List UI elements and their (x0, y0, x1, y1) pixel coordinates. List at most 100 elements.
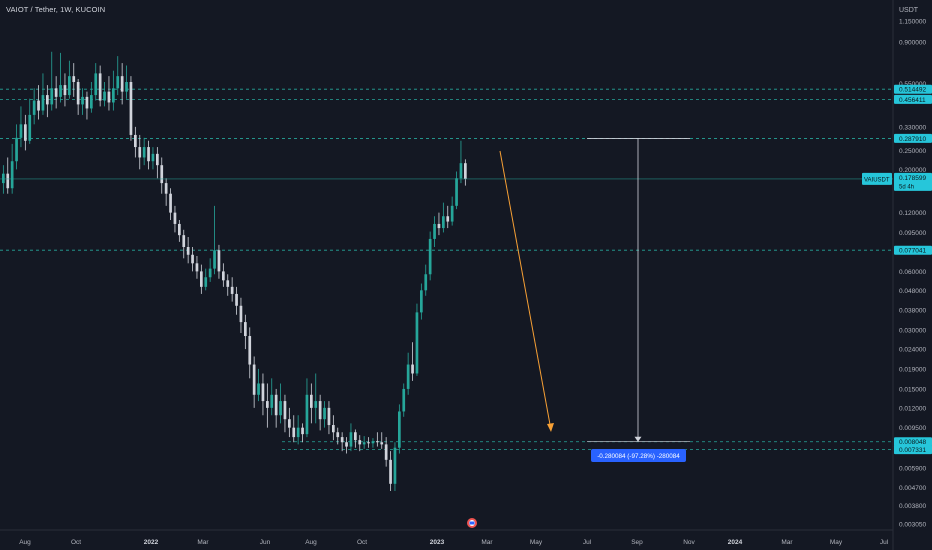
chart-title: VAIOT / Tether, 1W, KUCOIN (6, 5, 106, 14)
candle (15, 124, 18, 170)
candle-body (428, 238, 432, 275)
price-tick-label: 0.030000 (899, 328, 926, 335)
candle (292, 415, 296, 443)
candle (103, 82, 106, 107)
candle-body (213, 250, 216, 269)
candle (310, 383, 313, 424)
candle-body (235, 293, 238, 306)
candle-body (349, 432, 353, 447)
price-tick-label: 0.015000 (899, 386, 926, 393)
level-price-tag (894, 133, 932, 143)
candle-body (125, 82, 128, 92)
price-tick-label: 0.200000 (899, 167, 926, 174)
candle (107, 76, 111, 111)
candle (72, 63, 76, 97)
candle (411, 342, 414, 381)
candle (68, 60, 71, 99)
candle (169, 188, 172, 221)
candle (455, 171, 458, 210)
candle-body (173, 212, 177, 224)
candle-body (318, 401, 322, 420)
candle (129, 76, 133, 141)
candle-body (200, 271, 203, 287)
candle (398, 404, 401, 454)
time-tick-label: Jul (583, 539, 592, 546)
candle (437, 212, 441, 236)
candle (217, 244, 221, 279)
candle-body (345, 442, 348, 447)
candle-body (455, 178, 458, 206)
candle-body (90, 95, 93, 109)
candle-body (37, 100, 40, 111)
candle-body (464, 163, 467, 179)
candle (156, 147, 159, 179)
candle-body (28, 114, 32, 141)
candle (239, 297, 243, 334)
candle-body (217, 250, 221, 272)
candle-body (367, 442, 370, 444)
candle-body (129, 82, 133, 135)
candle-body (81, 96, 84, 105)
candle-body (252, 364, 256, 395)
candle-body (226, 280, 230, 287)
candle-body (41, 95, 45, 111)
candle (252, 356, 256, 408)
candle-body (371, 441, 375, 444)
candle (389, 451, 392, 492)
candle-body (85, 96, 89, 109)
price-tick-label: 0.038000 (899, 308, 926, 315)
candle (50, 51, 54, 111)
candle-body (116, 76, 120, 89)
candle (138, 134, 142, 170)
candle-body (411, 364, 414, 374)
candle (314, 373, 318, 424)
price-tick-label: 0.060000 (899, 269, 926, 276)
candle-body (2, 173, 5, 184)
time-axis-ticks: Aug Oct 2022 Mar Jun Aug Oct 2023 Mar May Jul Sep No… (19, 539, 888, 546)
candle (59, 52, 62, 103)
candle-body (398, 411, 401, 448)
candle (76, 79, 80, 115)
candle-body (10, 161, 14, 189)
candle (112, 70, 115, 111)
price-tick-label: 0.003050 (899, 522, 926, 529)
candle-body (354, 432, 357, 441)
candle-body (384, 444, 388, 460)
candle-body (336, 432, 340, 438)
candle-body (151, 153, 155, 162)
candle-body (72, 76, 76, 83)
candle (125, 65, 128, 99)
measure-arrow-head (634, 436, 642, 442)
candle (54, 76, 58, 109)
candle (261, 373, 265, 416)
level-price-label: 0.514492 (899, 87, 926, 94)
level-price-tag (894, 94, 932, 104)
time-tick-label: Sep (631, 539, 643, 546)
candle-body (274, 394, 278, 416)
candle-body (50, 88, 54, 105)
level-price-label: 0.077041 (899, 248, 926, 255)
price-tick-label: 0.003800 (899, 503, 926, 510)
candle-body (191, 254, 194, 264)
candle-body (103, 91, 106, 101)
candle (345, 437, 348, 454)
price-tick-label: 0.095000 (899, 230, 926, 237)
candle (420, 283, 423, 320)
time-tick-label: May (830, 539, 843, 546)
candle-body (266, 401, 269, 408)
time-tick-label: Aug (305, 539, 317, 546)
candle-body (301, 427, 304, 435)
last-price-value: 0.178599 (899, 175, 926, 182)
candle (191, 247, 194, 272)
candle (336, 427, 340, 445)
time-tick-label: Mar (197, 539, 209, 546)
candle (222, 263, 225, 287)
candle (323, 401, 326, 428)
candle (200, 264, 203, 294)
price-axis-ticks: 1.150000 0.900000 0.550000 0.330000 0.250000… (899, 19, 926, 529)
price-tick-label: 0.330000 (899, 124, 926, 131)
candle-body (402, 388, 406, 412)
candle (266, 383, 269, 428)
